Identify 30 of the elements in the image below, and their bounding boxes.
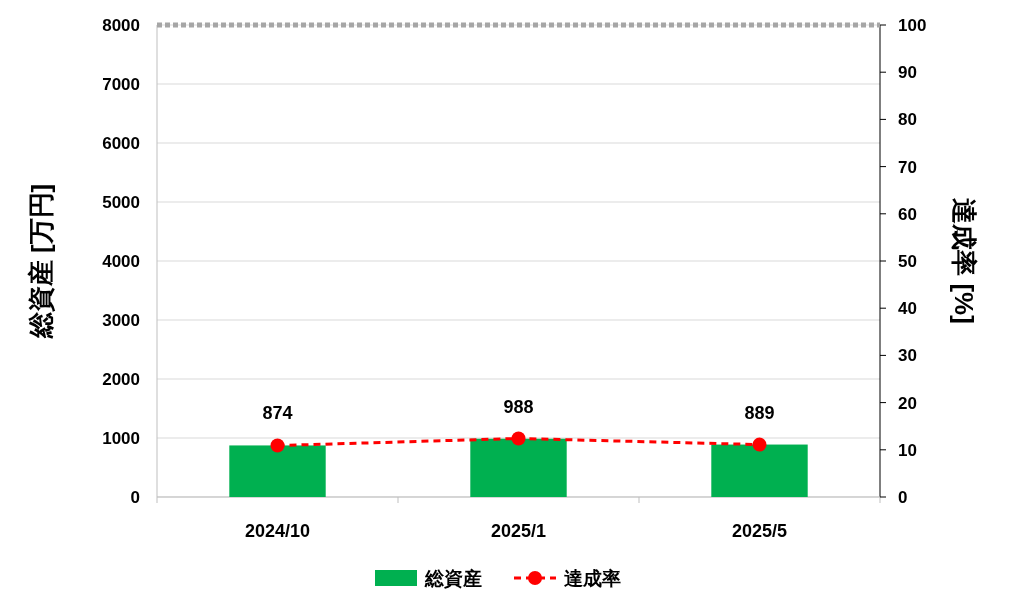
y2-tick-label: 20 bbox=[898, 393, 917, 413]
y-tick-label: 6000 bbox=[102, 134, 140, 153]
y-axis-title: 総資産 [万円] bbox=[26, 183, 56, 340]
data-label: 988 bbox=[503, 396, 534, 417]
data-label: 889 bbox=[744, 402, 775, 423]
y-tick-label: 5000 bbox=[102, 193, 140, 212]
y2-tick-label: 60 bbox=[898, 204, 917, 224]
legend-label: 達成率 bbox=[564, 568, 621, 589]
y-tick-label: 4000 bbox=[102, 252, 140, 271]
y2-tick-label: 0 bbox=[898, 488, 908, 507]
y-tick-label: 3000 bbox=[102, 311, 140, 330]
x-tick-label: 2025/5 bbox=[731, 521, 788, 541]
y2-tick-label: 10 bbox=[898, 440, 917, 460]
y-tick-label: 1000 bbox=[102, 429, 140, 448]
y2-tick-label: 50 bbox=[898, 252, 917, 271]
y-tick-label: 2000 bbox=[102, 370, 140, 389]
y-tick-label: 8000 bbox=[102, 16, 140, 35]
y-tick-label: 0 bbox=[130, 488, 140, 507]
y2-axis-title: 達成率 [%] bbox=[949, 198, 979, 324]
y2-tick-label: 100 bbox=[898, 16, 927, 35]
data-label: 874 bbox=[262, 403, 293, 424]
legend-label: 総資産 bbox=[424, 568, 482, 589]
y-tick-label: 7000 bbox=[102, 75, 140, 94]
x-tick-label: 2025/1 bbox=[490, 521, 547, 541]
x-tick-label: 2024/10 bbox=[244, 521, 311, 541]
y2-tick-label: 70 bbox=[898, 157, 917, 177]
y2-tick-label: 90 bbox=[898, 63, 917, 83]
y2-tick-label: 40 bbox=[898, 299, 917, 319]
y2-tick-label: 80 bbox=[898, 110, 917, 130]
y2-tick-label: 30 bbox=[898, 346, 917, 366]
